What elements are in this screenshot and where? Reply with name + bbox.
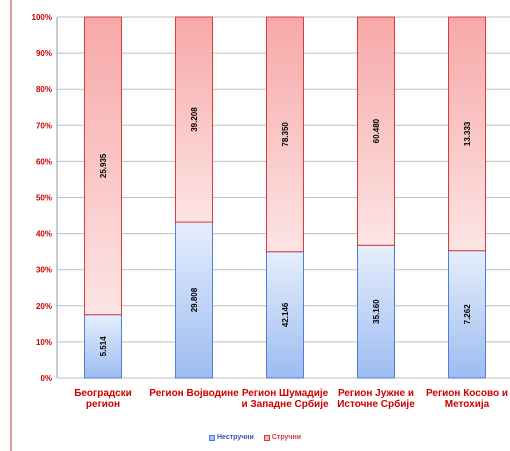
x-category-label: регион: [86, 399, 120, 410]
bar-segment-strucni: [448, 16, 486, 252]
y-tick-label: 30%: [36, 266, 52, 275]
bar-segment-strucni: [357, 16, 395, 246]
legend-swatch-nestrucni: [208, 434, 215, 441]
data-label-strucni: 78.350: [281, 122, 290, 147]
bar-segment-nestrucni: [266, 251, 304, 379]
bar-segment-nestrucni: [448, 250, 486, 379]
x-category-label: Источне Србије: [337, 398, 415, 410]
bar-segment-strucni: [266, 16, 304, 253]
x-category-label: Регион Косово и: [426, 388, 508, 399]
x-category-label: Метохија: [445, 399, 490, 410]
y-tick-label: 50%: [36, 194, 52, 203]
x-category-label: и Западне Србије: [241, 398, 329, 410]
y-tick-label: 90%: [36, 49, 52, 58]
data-label-nestrucni: 29.808: [190, 287, 199, 312]
data-label-strucni: 39.208: [190, 107, 199, 132]
data-label-nestrucni: 42.146: [281, 302, 290, 327]
y-tick-label: 0%: [40, 374, 52, 383]
y-tick-label: 10%: [36, 338, 52, 347]
data-label-strucni: 13.333: [463, 121, 472, 146]
legend-item-strucni: Стручни: [263, 434, 301, 441]
legend-label-nestrucni: Нестручни: [216, 434, 254, 441]
y-tick-label: 60%: [36, 157, 52, 166]
y-tick-label: 80%: [36, 85, 52, 94]
x-category-label: Београдски: [74, 388, 132, 399]
bar-segment-strucni: [84, 16, 122, 316]
y-tick-label: 20%: [36, 302, 52, 311]
legend-label-strucni: Стручни: [271, 434, 301, 441]
x-category-label: Регион Војводине: [149, 388, 239, 399]
y-tick-label: 100%: [32, 13, 52, 22]
data-label-nestrucni: 7.262: [463, 304, 472, 325]
x-category-label: Регион Шумадије: [242, 388, 329, 399]
data-label-strucni: 60.480: [372, 118, 381, 143]
data-label-strucni: 25.935: [99, 153, 108, 178]
y-tick-label: 40%: [36, 230, 52, 239]
x-category-label: Регион Јужне и: [338, 388, 414, 399]
legend-swatch-strucni: [263, 434, 270, 441]
data-label-nestrucni: 35.160: [372, 299, 381, 324]
legend-item-nestrucni: Нестручни: [208, 434, 254, 441]
legend: Нестручни Стручни: [0, 434, 510, 441]
bar-segment-nestrucni: [357, 244, 395, 379]
y-tick-label: 70%: [36, 121, 52, 130]
bar-segment-strucni: [175, 16, 213, 223]
bar-segment-nestrucni: [84, 314, 122, 379]
data-label-nestrucni: 5.514: [99, 336, 108, 357]
bar-segment-nestrucni: [175, 221, 213, 379]
